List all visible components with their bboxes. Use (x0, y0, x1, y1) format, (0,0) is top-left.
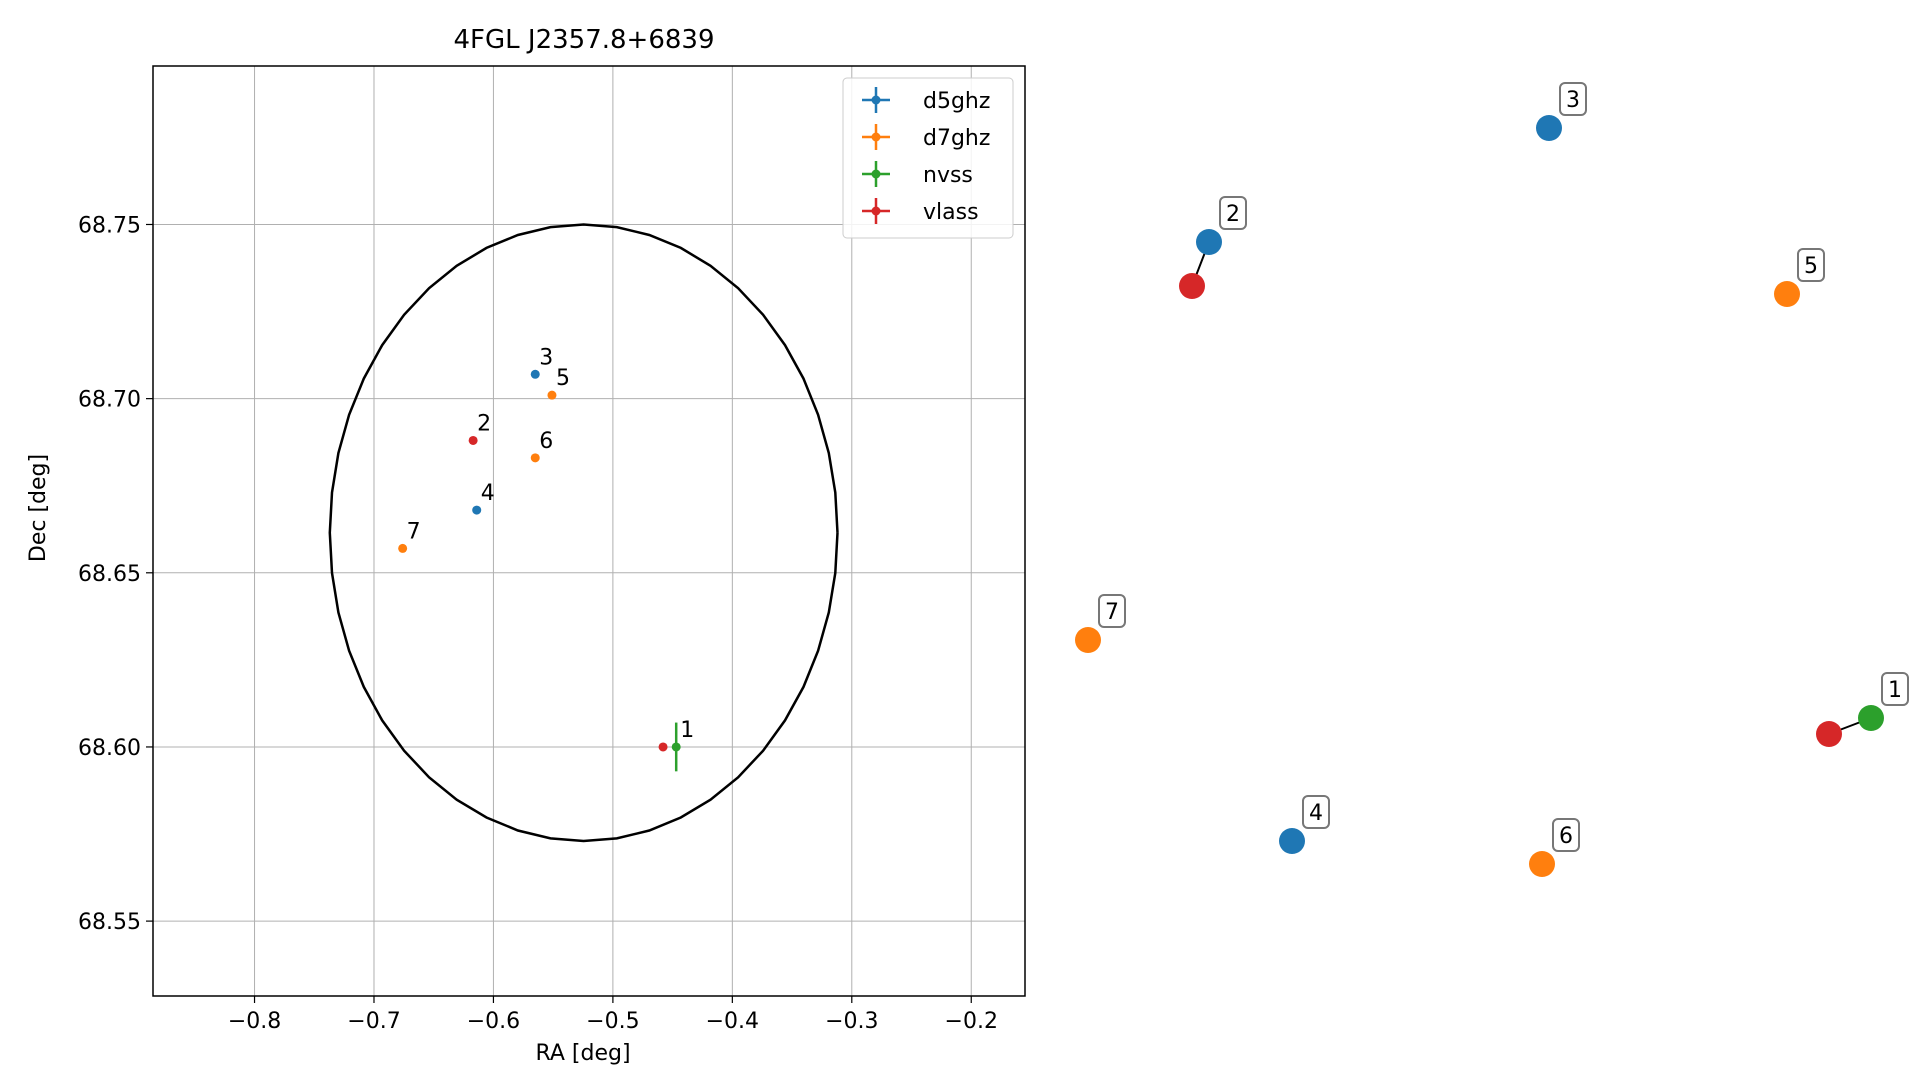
node-label: 5 (1804, 254, 1818, 279)
point-label: 5 (556, 366, 570, 391)
y-tick-label: 68.55 (78, 910, 141, 935)
y-tick-label: 68.60 (78, 736, 141, 761)
node-label: 7 (1105, 600, 1119, 625)
node-label: 4 (1309, 801, 1323, 826)
data-point-nvss (671, 742, 681, 752)
graph-node (1858, 705, 1884, 731)
graph-node (1529, 851, 1555, 877)
graph-node (1816, 721, 1842, 747)
graph-node (1075, 627, 1101, 653)
chart-title: 4FGL J2357.8+6839 (454, 25, 715, 55)
legend-marker-dot (871, 169, 881, 179)
graph-nodes: 3 2 5 7 1 4 6 (1075, 82, 1909, 877)
point-label: 4 (481, 481, 495, 506)
graph-node (1774, 281, 1800, 307)
node-label-box (1098, 594, 1126, 628)
legend-label: d5ghz (923, 89, 990, 114)
point-label: 3 (539, 345, 553, 370)
node-label-box (1219, 196, 1247, 230)
data-point-d7ghz (530, 453, 540, 463)
graph-node (1179, 273, 1205, 299)
node-label-box (1797, 248, 1825, 282)
node-label: 2 (1226, 202, 1240, 227)
data-point-d5ghz (530, 369, 540, 379)
data-point-d5ghz (472, 505, 482, 515)
data-point-vlass (658, 742, 668, 752)
x-tick-label: −0.3 (825, 1009, 878, 1034)
data-point-d7ghz (398, 543, 408, 553)
node-label-box (1881, 672, 1909, 706)
node-label: 3 (1566, 88, 1580, 113)
point-label: 2 (477, 411, 491, 436)
legend-box (842, 77, 1014, 239)
node-label: 1 (1888, 678, 1902, 703)
y-tick-label: 68.75 (78, 213, 141, 238)
plot-content: 3 4 5 6 7 1 2 (328, 223, 839, 843)
x-tick-label: −0.2 (945, 1009, 998, 1034)
x-tick-label: −0.4 (706, 1009, 759, 1034)
graph-node (1196, 229, 1222, 255)
legend-marker-dot (871, 95, 881, 105)
y-axis-label: Dec [deg] (26, 454, 51, 562)
node-label-box (1302, 795, 1330, 829)
data-point-vlass (468, 435, 478, 445)
legend-marker-dot (871, 132, 881, 142)
legend: d5ghz d7ghz nvss vlass (842, 77, 1014, 239)
sky-position-plot: 3 4 5 6 7 1 2 −0.8 −0.7 −0.6 −0.5 −0.4 −0.3 −0.2 68.5… (26, 25, 1026, 1066)
error-ellipse (328, 223, 839, 843)
legend-label: vlass (923, 200, 979, 225)
graph-node (1536, 115, 1562, 141)
graph-node (1279, 828, 1305, 854)
x-tick-label: −0.7 (347, 1009, 400, 1034)
node-label-box (1552, 818, 1580, 852)
label-layout-graph: 3 2 5 7 1 4 6 (1075, 82, 1909, 877)
grid-lines (153, 66, 1025, 996)
legend-label: d7ghz (923, 126, 990, 151)
point-label: 7 (407, 519, 421, 544)
data-point-d7ghz (547, 390, 557, 400)
point-label: 6 (539, 429, 553, 454)
axis-ticks: −0.8 −0.7 −0.6 −0.5 −0.4 −0.3 −0.2 68.55 68.60 68… (78, 213, 998, 1034)
y-tick-label: 68.70 (78, 388, 141, 413)
y-tick-label: 68.65 (78, 562, 141, 587)
legend-label: nvss (923, 163, 973, 188)
axes-frame (152, 65, 1026, 997)
x-tick-label: −0.8 (228, 1009, 281, 1034)
node-label-box (1559, 82, 1587, 116)
legend-marker-dot (871, 206, 881, 216)
point-label: 1 (680, 718, 694, 743)
x-tick-label: −0.6 (467, 1009, 520, 1034)
node-label: 6 (1559, 824, 1573, 849)
x-axis-label: RA [deg] (535, 1041, 630, 1066)
x-tick-label: −0.5 (586, 1009, 639, 1034)
